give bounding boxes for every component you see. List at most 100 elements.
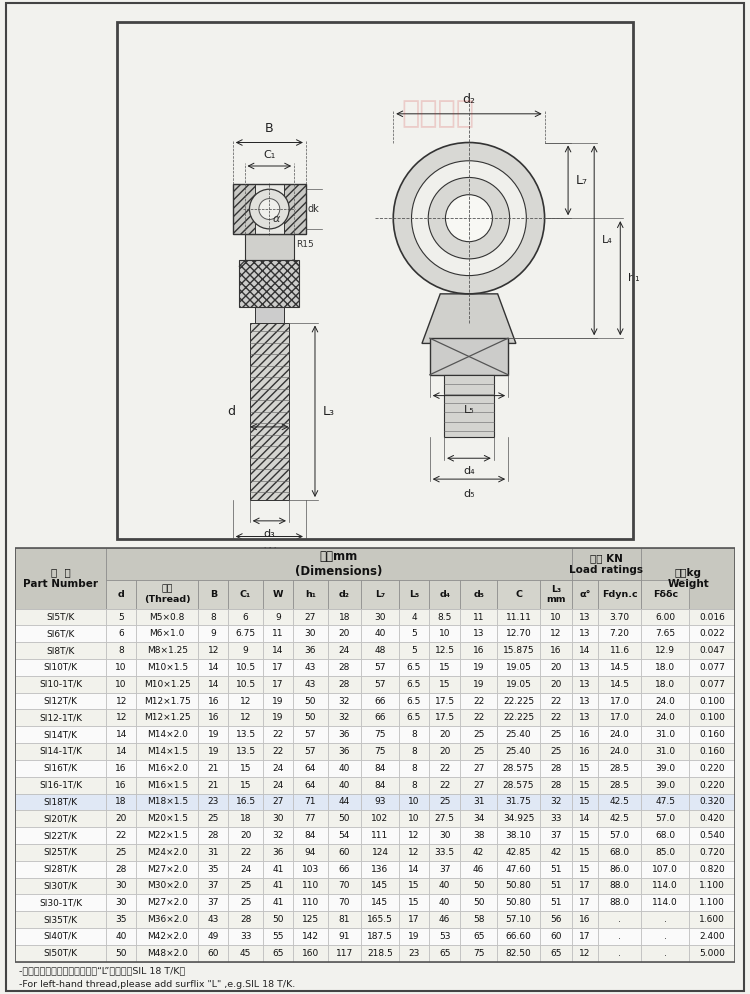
Bar bbox=[228, 608, 263, 625]
Text: 17: 17 bbox=[579, 899, 590, 908]
Polygon shape bbox=[422, 294, 516, 343]
Bar bbox=[460, 710, 497, 727]
Text: 22.225: 22.225 bbox=[503, 714, 534, 723]
Bar bbox=[460, 861, 497, 878]
Bar bbox=[399, 693, 429, 710]
Text: 93: 93 bbox=[374, 797, 386, 806]
Text: 19.05: 19.05 bbox=[506, 663, 532, 672]
Bar bbox=[136, 759, 198, 776]
Bar bbox=[689, 710, 735, 727]
Bar bbox=[328, 944, 361, 961]
Text: 28.575: 28.575 bbox=[503, 780, 534, 789]
Bar bbox=[540, 810, 572, 827]
Bar bbox=[361, 895, 399, 911]
Text: SI28T/K: SI28T/K bbox=[44, 865, 77, 874]
Text: 尺寸mm
(Dimensions): 尺寸mm (Dimensions) bbox=[296, 550, 382, 578]
Bar bbox=[293, 580, 328, 608]
Bar bbox=[540, 827, 572, 844]
Bar bbox=[361, 580, 399, 608]
Bar bbox=[572, 608, 598, 625]
Bar bbox=[460, 659, 497, 676]
Text: 8: 8 bbox=[411, 747, 417, 756]
Bar bbox=[263, 911, 293, 928]
Bar bbox=[497, 608, 540, 625]
Text: 25: 25 bbox=[240, 899, 251, 908]
Circle shape bbox=[428, 178, 510, 258]
Bar bbox=[263, 659, 293, 676]
Text: 16.5: 16.5 bbox=[236, 797, 256, 806]
Text: 28: 28 bbox=[338, 680, 350, 689]
Bar bbox=[328, 861, 361, 878]
Bar bbox=[15, 928, 106, 944]
Text: 7.65: 7.65 bbox=[656, 629, 676, 638]
Text: 68.0: 68.0 bbox=[656, 831, 676, 840]
Text: 64: 64 bbox=[304, 780, 316, 789]
Bar bbox=[328, 776, 361, 793]
Bar bbox=[293, 928, 328, 944]
Text: 40: 40 bbox=[116, 932, 127, 941]
Bar bbox=[263, 928, 293, 944]
Text: 43: 43 bbox=[304, 680, 316, 689]
Text: 31.0: 31.0 bbox=[656, 747, 676, 756]
Bar bbox=[263, 727, 293, 744]
Bar bbox=[540, 625, 572, 642]
Bar bbox=[572, 944, 598, 961]
Text: 145: 145 bbox=[371, 882, 388, 891]
Text: 15: 15 bbox=[439, 663, 451, 672]
Bar bbox=[106, 727, 136, 744]
Text: 4: 4 bbox=[411, 612, 417, 621]
Bar bbox=[198, 895, 228, 911]
Bar bbox=[106, 944, 136, 961]
Text: 10: 10 bbox=[116, 663, 127, 672]
Bar bbox=[15, 548, 106, 608]
Bar bbox=[460, 911, 497, 928]
Bar bbox=[328, 693, 361, 710]
Text: L₇: L₇ bbox=[375, 589, 385, 598]
Bar bbox=[15, 625, 106, 642]
Text: 117: 117 bbox=[336, 948, 353, 957]
Bar bbox=[460, 642, 497, 659]
Bar bbox=[429, 608, 460, 625]
Text: 22: 22 bbox=[473, 697, 484, 706]
Text: 51: 51 bbox=[550, 899, 562, 908]
Text: 39.0: 39.0 bbox=[656, 780, 676, 789]
Text: 2.400: 2.400 bbox=[700, 932, 725, 941]
Text: .: . bbox=[618, 948, 621, 957]
Text: SI14T/K: SI14T/K bbox=[44, 731, 77, 740]
Bar bbox=[497, 861, 540, 878]
Text: 20: 20 bbox=[439, 731, 450, 740]
Text: 19.05: 19.05 bbox=[506, 680, 532, 689]
Bar bbox=[284, 184, 306, 234]
Text: 55: 55 bbox=[272, 932, 284, 941]
Text: 50.80: 50.80 bbox=[506, 882, 532, 891]
Bar bbox=[598, 793, 641, 810]
Text: 16: 16 bbox=[208, 714, 219, 723]
Bar bbox=[263, 693, 293, 710]
Text: 31.75: 31.75 bbox=[506, 797, 532, 806]
Text: SI18T/K: SI18T/K bbox=[44, 797, 78, 806]
Text: 31.0: 31.0 bbox=[656, 731, 676, 740]
Text: Fdyn.c: Fdyn.c bbox=[602, 589, 638, 598]
Text: 57: 57 bbox=[374, 680, 386, 689]
Text: 33: 33 bbox=[240, 932, 251, 941]
Bar bbox=[228, 844, 263, 861]
Bar bbox=[328, 744, 361, 759]
Text: 23: 23 bbox=[208, 797, 219, 806]
Bar bbox=[15, 676, 106, 693]
Bar bbox=[15, 944, 106, 961]
Bar bbox=[540, 727, 572, 744]
Bar bbox=[136, 827, 198, 844]
Text: 66: 66 bbox=[374, 697, 386, 706]
Text: 17: 17 bbox=[579, 932, 590, 941]
Bar bbox=[399, 642, 429, 659]
Bar bbox=[361, 844, 399, 861]
Bar bbox=[598, 625, 641, 642]
Bar bbox=[689, 659, 735, 676]
Text: $\alpha$: $\alpha$ bbox=[272, 215, 281, 225]
Text: 0.160: 0.160 bbox=[699, 747, 725, 756]
Bar bbox=[228, 793, 263, 810]
Bar bbox=[399, 625, 429, 642]
Text: 25.40: 25.40 bbox=[506, 747, 531, 756]
Text: M27×2.0: M27×2.0 bbox=[147, 899, 188, 908]
Text: M18×1.5: M18×1.5 bbox=[147, 797, 188, 806]
